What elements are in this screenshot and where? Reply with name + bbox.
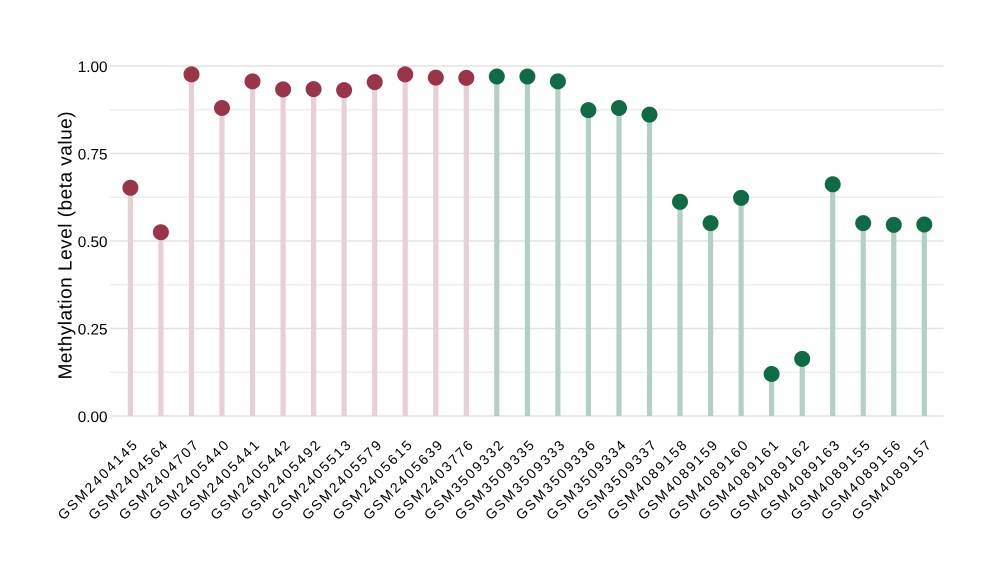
svg-text:0.25: 0.25 bbox=[78, 322, 108, 339]
svg-text:0.50: 0.50 bbox=[78, 234, 108, 251]
svg-text:1.00: 1.00 bbox=[78, 59, 108, 76]
svg-text:0.00: 0.00 bbox=[78, 409, 108, 426]
svg-text:0.75: 0.75 bbox=[78, 147, 108, 164]
svg-text:Methylation Level (beta value): Methylation Level (beta value) bbox=[55, 111, 76, 379]
